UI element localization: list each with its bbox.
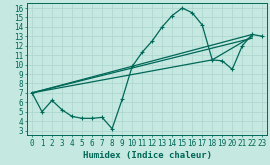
X-axis label: Humidex (Indice chaleur): Humidex (Indice chaleur) <box>83 150 212 160</box>
